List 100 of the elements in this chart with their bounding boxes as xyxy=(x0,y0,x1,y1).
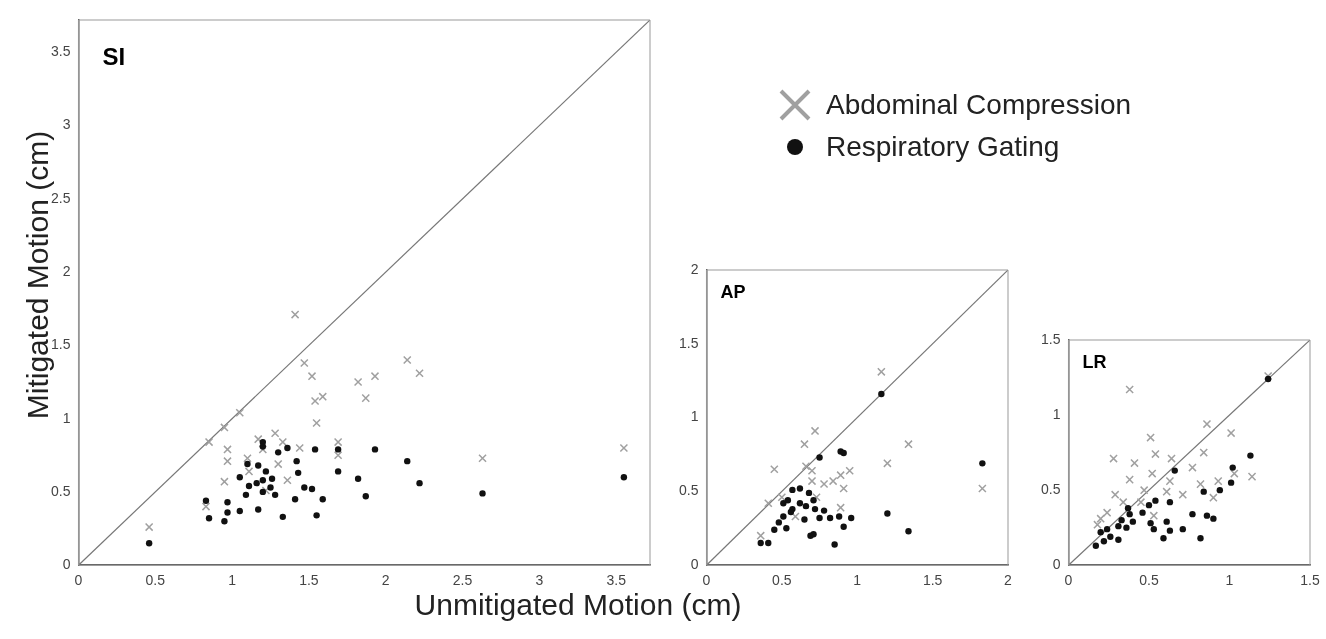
point xyxy=(220,477,229,486)
point xyxy=(333,451,343,460)
point xyxy=(204,437,214,447)
point xyxy=(144,522,154,532)
x-tick-label: 3 xyxy=(535,572,544,589)
point xyxy=(800,439,809,449)
x-tick-label: 2 xyxy=(1004,572,1013,589)
point xyxy=(810,426,820,436)
point xyxy=(1216,486,1224,494)
point xyxy=(274,449,282,456)
point xyxy=(905,528,912,535)
text: SI xyxy=(102,42,126,70)
y-tick-label: 1.5 xyxy=(1040,330,1061,347)
point xyxy=(319,496,326,503)
point xyxy=(268,475,276,482)
point xyxy=(883,459,892,468)
point xyxy=(848,514,855,522)
point xyxy=(1197,534,1204,542)
point xyxy=(312,418,321,428)
point xyxy=(354,475,362,482)
x-tick-label: 0.5 xyxy=(1139,572,1159,589)
point xyxy=(839,484,848,493)
y-tick-label: 3.5 xyxy=(50,43,71,60)
point xyxy=(310,396,320,406)
x-tick-label: 0.5 xyxy=(772,572,792,589)
point xyxy=(415,368,424,378)
y-tick-label: 1 xyxy=(62,409,71,426)
point xyxy=(201,502,211,511)
point xyxy=(479,490,486,497)
x-tick-label: 0 xyxy=(702,572,711,589)
point xyxy=(783,525,790,532)
point xyxy=(1247,472,1257,481)
point xyxy=(1097,528,1104,536)
point xyxy=(802,502,810,510)
point xyxy=(1107,533,1114,540)
point xyxy=(1166,498,1174,506)
point xyxy=(816,454,823,461)
point xyxy=(253,434,263,444)
point xyxy=(236,507,243,515)
point xyxy=(284,444,291,452)
point xyxy=(295,443,304,453)
y-tick-label: 1.5 xyxy=(50,336,71,353)
point xyxy=(780,513,787,520)
point xyxy=(223,456,232,466)
point xyxy=(1247,452,1254,459)
point xyxy=(1152,497,1159,504)
legend-label: Abdominal Compression xyxy=(826,89,1132,121)
point xyxy=(1179,525,1186,533)
point xyxy=(820,507,828,514)
x-tick-label: 1.5 xyxy=(299,572,319,589)
point xyxy=(404,457,411,465)
point xyxy=(904,439,913,449)
point xyxy=(1115,536,1122,543)
point xyxy=(279,513,286,521)
point xyxy=(145,540,153,547)
point xyxy=(224,498,231,506)
point xyxy=(1147,469,1157,478)
point xyxy=(1149,511,1159,520)
point xyxy=(1210,515,1217,522)
point xyxy=(311,446,319,453)
point xyxy=(619,443,629,453)
point xyxy=(757,539,764,547)
point xyxy=(1103,525,1111,533)
point xyxy=(205,515,213,522)
point xyxy=(1188,463,1197,472)
y-tick-label: 0.5 xyxy=(50,482,71,499)
point xyxy=(416,479,423,487)
point xyxy=(780,500,787,507)
point xyxy=(1139,485,1149,495)
point xyxy=(244,460,251,468)
point xyxy=(791,512,800,521)
point xyxy=(1115,522,1122,530)
point xyxy=(1118,497,1128,507)
point xyxy=(771,526,778,533)
y-tick-label: 0.5 xyxy=(1040,480,1061,497)
x-tick-label: 2.5 xyxy=(452,572,473,589)
point xyxy=(1136,497,1146,507)
point xyxy=(361,393,371,403)
y-tick-label: 0 xyxy=(690,556,699,573)
point xyxy=(784,497,792,504)
point xyxy=(1226,428,1236,438)
point xyxy=(244,467,254,476)
point xyxy=(273,459,283,469)
point xyxy=(402,355,412,365)
point xyxy=(333,437,343,447)
point xyxy=(819,479,829,489)
point xyxy=(770,464,779,474)
point xyxy=(1199,448,1209,457)
point xyxy=(290,310,300,319)
point xyxy=(307,371,317,381)
text: AP xyxy=(720,281,746,302)
text: LR xyxy=(1082,351,1107,372)
point xyxy=(1151,449,1160,459)
point xyxy=(478,453,487,463)
point xyxy=(796,500,804,507)
point xyxy=(245,482,253,490)
point xyxy=(756,531,766,540)
y-tick-label: 0 xyxy=(1052,556,1061,573)
point xyxy=(1100,537,1108,545)
point xyxy=(805,489,813,497)
